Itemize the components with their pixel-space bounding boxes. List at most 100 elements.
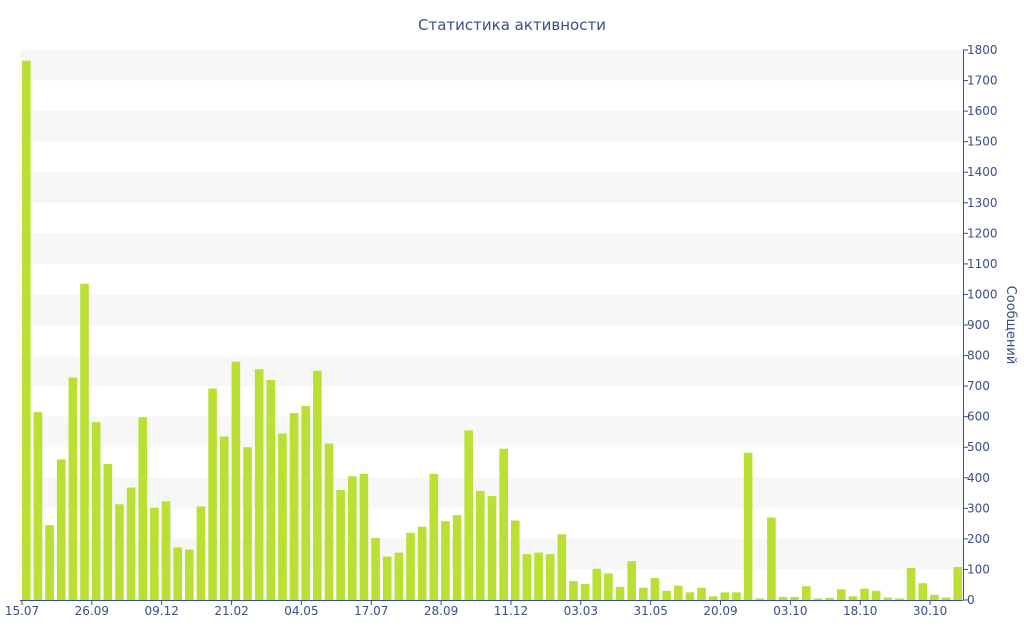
x-tick-label: 31.05 bbox=[633, 604, 667, 618]
bar[interactable] bbox=[545, 554, 555, 600]
bar[interactable] bbox=[708, 596, 718, 600]
bar[interactable] bbox=[767, 517, 776, 601]
x-tick-labels: 15.07 26.09 09.12 21.02 04.05 17.07 28.09 11.12… bbox=[5, 604, 947, 618]
bar[interactable] bbox=[743, 452, 753, 600]
bar[interactable] bbox=[510, 520, 520, 600]
bar[interactable] bbox=[126, 487, 136, 600]
bar[interactable] bbox=[138, 417, 148, 600]
bar[interactable] bbox=[347, 476, 357, 600]
bar[interactable] bbox=[639, 587, 648, 600]
bar[interactable] bbox=[615, 586, 625, 600]
bar[interactable] bbox=[825, 597, 834, 600]
bar[interactable] bbox=[941, 597, 951, 600]
bar[interactable] bbox=[196, 506, 206, 601]
bar[interactable] bbox=[22, 60, 31, 600]
bar[interactable] bbox=[359, 473, 369, 600]
bar[interactable] bbox=[592, 568, 602, 600]
bar[interactable] bbox=[918, 583, 928, 600]
bar[interactable] bbox=[33, 412, 43, 600]
bar[interactable] bbox=[184, 549, 194, 600]
bar[interactable] bbox=[406, 532, 415, 600]
bar[interactable] bbox=[627, 561, 636, 600]
bar[interactable] bbox=[522, 554, 532, 600]
bar[interactable] bbox=[115, 504, 124, 600]
y-axis-label: Сообщений bbox=[1003, 286, 1018, 365]
bar[interactable] bbox=[301, 405, 311, 600]
bar[interactable] bbox=[883, 597, 893, 600]
bar[interactable] bbox=[895, 598, 904, 600]
x-tick-label: 03.10 bbox=[773, 604, 807, 618]
bar[interactable] bbox=[499, 448, 508, 600]
bar[interactable] bbox=[289, 413, 299, 600]
bar[interactable] bbox=[650, 578, 660, 600]
bar[interactable] bbox=[371, 537, 380, 600]
grid-band bbox=[20, 355, 963, 387]
x-tick-label: 30.10 bbox=[913, 604, 947, 618]
bar[interactable] bbox=[930, 594, 939, 600]
bar[interactable] bbox=[452, 515, 462, 600]
bar[interactable] bbox=[382, 556, 392, 600]
y-tick-label: 0 bbox=[967, 593, 975, 607]
y-tick-label: 500 bbox=[967, 440, 990, 454]
bar[interactable] bbox=[476, 490, 485, 600]
y-tick-label: 100 bbox=[967, 562, 990, 576]
bar[interactable] bbox=[208, 388, 217, 600]
x-tick-label: 15.07 bbox=[5, 604, 39, 618]
bar[interactable] bbox=[953, 567, 962, 600]
bar[interactable] bbox=[720, 592, 730, 600]
grid-bands bbox=[20, 50, 963, 570]
axes bbox=[20, 49, 968, 605]
grid-band bbox=[20, 416, 963, 448]
bar[interactable] bbox=[68, 377, 78, 600]
bar[interactable] bbox=[906, 567, 916, 600]
bar[interactable] bbox=[441, 521, 450, 600]
bar[interactable] bbox=[231, 361, 241, 600]
bar[interactable] bbox=[860, 588, 869, 600]
y-tick-label: 300 bbox=[967, 501, 990, 515]
bar[interactable] bbox=[604, 573, 613, 600]
bar[interactable] bbox=[150, 507, 159, 600]
bar[interactable] bbox=[534, 552, 543, 600]
bar[interactable] bbox=[429, 473, 439, 600]
bar[interactable] bbox=[103, 464, 113, 600]
bar[interactable] bbox=[697, 587, 706, 600]
bar[interactable] bbox=[790, 596, 799, 600]
bar[interactable] bbox=[662, 590, 671, 600]
x-tick-label: 21.02 bbox=[214, 604, 248, 618]
bar[interactable] bbox=[569, 581, 578, 600]
bar[interactable] bbox=[278, 433, 287, 600]
bar[interactable] bbox=[173, 547, 182, 600]
bar[interactable] bbox=[161, 501, 171, 600]
x-tick-label: 18.10 bbox=[843, 604, 877, 618]
bar[interactable] bbox=[417, 526, 427, 600]
y-tick-label: 200 bbox=[967, 532, 990, 546]
bar[interactable] bbox=[313, 370, 322, 600]
bar[interactable] bbox=[557, 534, 567, 600]
bar[interactable] bbox=[56, 459, 66, 600]
bar[interactable] bbox=[778, 596, 788, 600]
bar[interactable] bbox=[685, 592, 695, 600]
bar[interactable] bbox=[91, 422, 101, 600]
bar[interactable] bbox=[80, 283, 89, 600]
bar[interactable] bbox=[394, 552, 404, 600]
bar[interactable] bbox=[487, 496, 497, 600]
y-tick-labels: 0 100 200 300 400 500 600 700 800 900 1000 1100 1200… bbox=[967, 43, 998, 607]
bar[interactable] bbox=[243, 447, 252, 600]
bar[interactable] bbox=[813, 598, 823, 600]
bar[interactable] bbox=[836, 589, 846, 600]
bar[interactable] bbox=[673, 585, 683, 600]
bar[interactable] bbox=[871, 590, 881, 600]
bar[interactable] bbox=[219, 436, 229, 600]
bar[interactable] bbox=[732, 592, 741, 600]
bar[interactable] bbox=[324, 443, 334, 600]
bar[interactable] bbox=[336, 490, 345, 600]
bar[interactable] bbox=[464, 430, 474, 600]
bar[interactable] bbox=[848, 596, 858, 600]
bar[interactable] bbox=[802, 586, 811, 600]
bar[interactable] bbox=[254, 369, 264, 600]
bar[interactable] bbox=[580, 584, 590, 600]
bar[interactable] bbox=[45, 525, 54, 600]
bar[interactable] bbox=[755, 598, 765, 600]
x-tick-label: 11.12 bbox=[494, 604, 528, 618]
bar[interactable] bbox=[266, 380, 276, 600]
